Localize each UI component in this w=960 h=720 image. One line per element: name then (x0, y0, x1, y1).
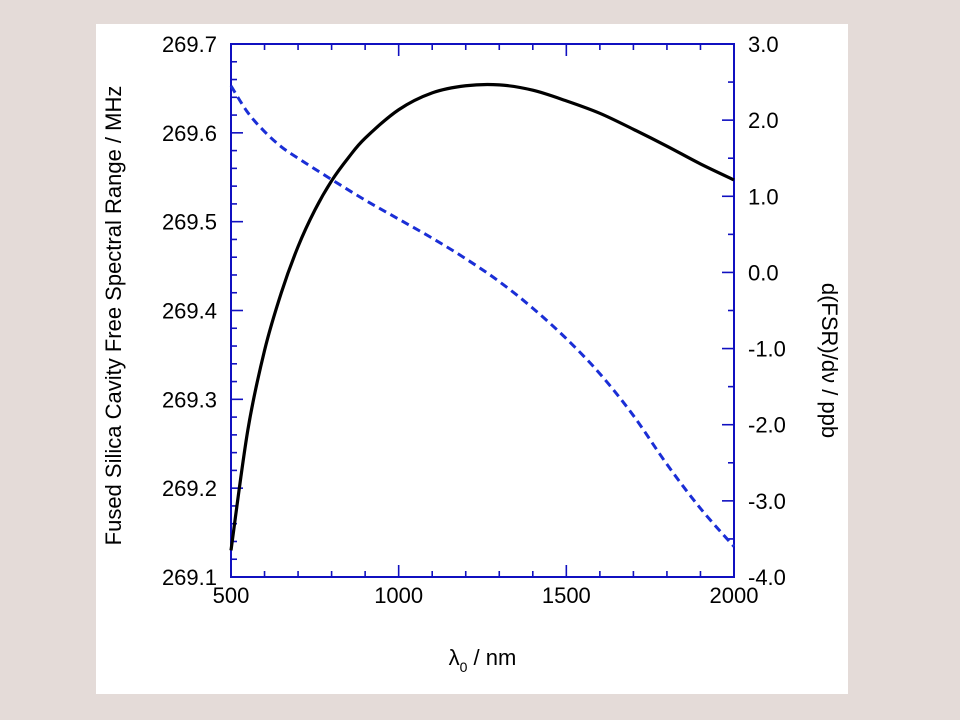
x-axis: 500 1000 1500 2000 (213, 44, 759, 608)
x-tick-label: 2000 (710, 583, 759, 608)
y-right-tick-label: -2.0 (748, 413, 786, 438)
y-left-tick-label: 269.1 (162, 565, 217, 590)
y-axis-right-title: d(FSR)/dν / ppb (817, 283, 842, 438)
y-right-tick-label: -1.0 (748, 337, 786, 362)
x-tick-label: 1500 (542, 583, 591, 608)
y-left-tick-label: 269.2 (162, 476, 217, 501)
y-right-tick-label: 0.0 (748, 260, 779, 285)
x-axis-symbol: λ (449, 645, 460, 670)
y-left-tick-label: 269.4 (162, 299, 217, 324)
y-left-tick-label: 269.3 (162, 387, 217, 412)
series-line-right-dashed (229, 85, 736, 548)
y-axis-right: -4.0 -3.0 -2.0 -1.0 0.0 1.0 2.0 3.0 (722, 32, 786, 590)
series-layer (229, 82, 736, 551)
y-axis-left: 269.1 269.2 269.3 269.4 269.5 269.6 269.7 (162, 32, 243, 590)
y-left-tick-label: 269.7 (162, 32, 217, 57)
y-right-tick-label: -4.0 (748, 565, 786, 590)
y-left-tick-label: 269.5 (162, 210, 217, 235)
y-right-tick-label: 3.0 (748, 32, 779, 57)
x-axis-unit: / nm (467, 645, 516, 670)
y-right-tick-label: 1.0 (748, 184, 779, 209)
y-axis-left-title: Fused Silica Cavity Free Spectral Range … (101, 86, 126, 546)
x-tick-label: 1000 (374, 583, 423, 608)
x-axis-subscript: 0 (460, 659, 468, 675)
chart: 500 1000 1500 2000 269.1269.2269.3269.4269.… (101, 32, 842, 675)
plot-frame (230, 43, 735, 578)
y-right-tick-label: 2.0 (748, 108, 779, 133)
y-left-tick-label: 269.6 (162, 121, 217, 146)
series-line-left-solid (229, 82, 735, 551)
x-axis-title: λ0 / nm (449, 645, 517, 675)
x-tick-label: 500 (213, 583, 250, 608)
chart-panel: 500 1000 1500 2000 269.1 269.2 269.3 269.4 269.… (96, 24, 848, 694)
y-right-tick-label: -3.0 (748, 489, 786, 514)
